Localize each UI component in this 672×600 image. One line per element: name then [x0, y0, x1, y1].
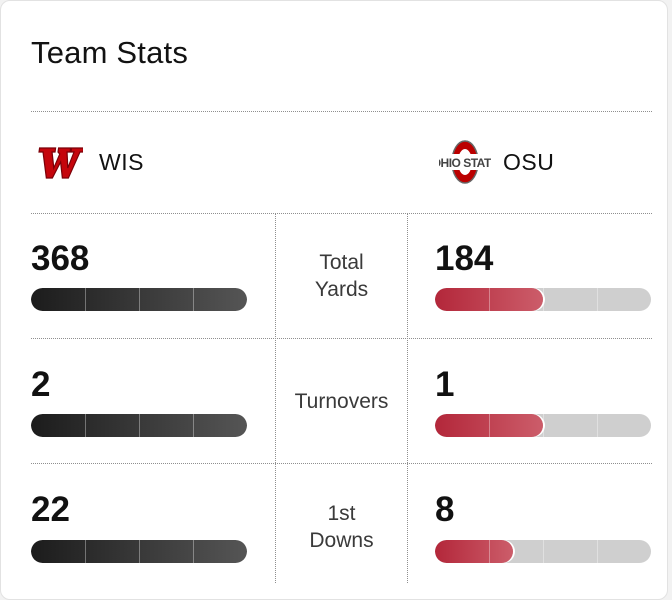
stat-bar-wis: [31, 288, 247, 311]
stat-bar-fill: [435, 414, 543, 437]
stat-bar-wis: [31, 414, 247, 437]
stat-value-osu: 184: [435, 239, 494, 278]
column-divider: [275, 213, 276, 583]
wisconsin-w-logo: [35, 138, 85, 186]
team-header-wis: WIS: [35, 137, 144, 187]
divider: [31, 463, 652, 464]
stat-value-osu: 1: [435, 365, 455, 404]
stat-bar-fill: [31, 540, 247, 563]
team-abbr-wis: WIS: [99, 148, 144, 175]
stat-bar-fill: [435, 540, 513, 563]
stat-label-turnovers: Turnovers: [294, 390, 389, 413]
ohio-state-logo: OHIO STATE: [432, 137, 499, 187]
divider: [31, 338, 652, 339]
stat-value-wis: 2: [31, 365, 51, 404]
stat-bar-fill: [435, 288, 543, 311]
stat-value-wis: 22: [31, 490, 70, 529]
stat-label-total-yards: Total Yards: [314, 251, 369, 301]
team-header-osu: OHIO STATE OSU: [432, 137, 555, 187]
svg-text:OHIO STATE: OHIO STATE: [439, 156, 491, 170]
column-divider: [407, 213, 408, 583]
stat-bar-wis: [31, 540, 247, 563]
stat-bar-osu: [435, 540, 651, 563]
card-title: Team Stats: [31, 35, 189, 70]
stat-value-osu: 8: [435, 490, 455, 529]
stat-bar-osu: [435, 414, 651, 437]
team-abbr-osu: OSU: [503, 148, 555, 175]
stat-value-wis: 368: [31, 239, 90, 278]
divider: [31, 111, 652, 112]
stat-bar-fill: [31, 288, 247, 311]
stat-label-1st-downs: 1st Downs: [309, 502, 374, 552]
stat-bar-fill: [31, 414, 247, 437]
stat-bar-osu: [435, 288, 651, 311]
divider: [31, 213, 652, 214]
